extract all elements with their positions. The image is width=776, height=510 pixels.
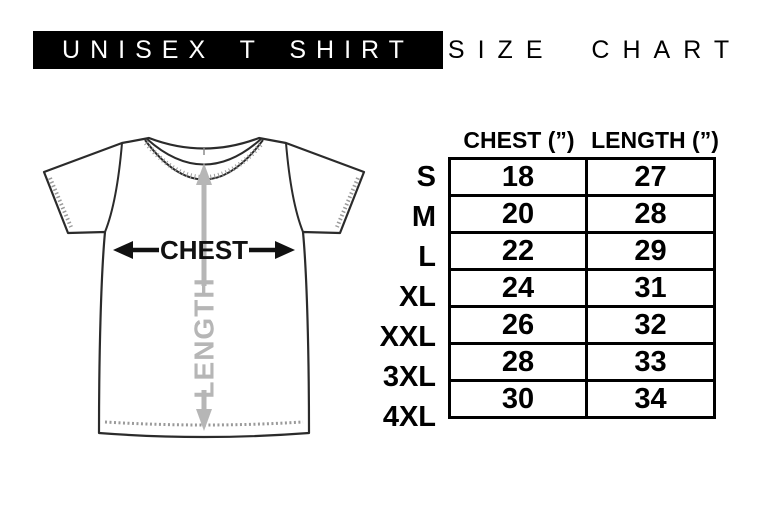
table-row: 22 29 [448,231,716,271]
column-header-length-text: LENGTH (”) [591,127,719,153]
column-header-chest-text: CHEST (”) [463,127,575,153]
length-arrowhead-up [196,163,212,185]
table-row: 20 28 [448,194,716,234]
length-arrowhead-down [196,409,212,431]
length-value: 27 [585,157,716,197]
size-label: 4XL [382,401,436,433]
table-row: 28 33 [448,342,716,382]
chest-value: 26 [448,305,588,345]
collar-stitch-texture [144,141,264,180]
size-label: 3XL [382,361,436,393]
chest-arrowhead-right [275,241,295,259]
chest-arrowhead-left [113,241,133,259]
length-label-backing [187,286,221,390]
title-secondary-text: SIZE CHART [447,35,743,64]
size-label: XXL [379,321,436,353]
left-armhole-seam [104,142,123,233]
length-label: LENGTH [189,277,220,398]
left-cuff-stitch [48,177,73,228]
chest-value: 18 [448,157,588,197]
right-cuff-stitch [335,177,360,228]
chest-value: 20 [448,194,588,234]
size-label: M [411,201,436,233]
length-value: 28 [585,194,716,234]
table-row: 18 27 [448,157,716,197]
size-label: L [418,241,436,273]
size-label-column: S M L XL XXL 3XL 4XL [368,157,443,437]
chest-value: 28 [448,342,588,382]
title-primary-text: UNISEX T SHIRT [62,35,414,64]
length-value: 31 [585,268,716,308]
size-label: S [416,161,436,193]
column-header-chest: CHEST (”) [448,124,590,154]
chest-value: 22 [448,231,588,271]
title-secondary: SIZE CHART [447,31,743,69]
column-header-length: LENGTH (”) [590,124,720,154]
chest-value: 24 [448,268,588,308]
title-primary-banner: UNISEX T SHIRT [33,31,443,69]
length-value: 32 [585,305,716,345]
table-row: 26 32 [448,305,716,345]
size-table: 18 27 20 28 22 29 24 31 26 32 28 33 [448,157,716,419]
chest-label: CHEST [160,235,248,265]
table-row: 30 34 [448,379,716,419]
size-label: XL [398,281,436,313]
length-value: 34 [585,379,716,419]
length-value: 29 [585,231,716,271]
tshirt-diagram: LENGTH CHEST [42,136,366,439]
chest-value: 30 [448,379,588,419]
right-armhole-seam [285,142,304,233]
table-row: 24 31 [448,268,716,308]
length-value: 33 [585,342,716,382]
